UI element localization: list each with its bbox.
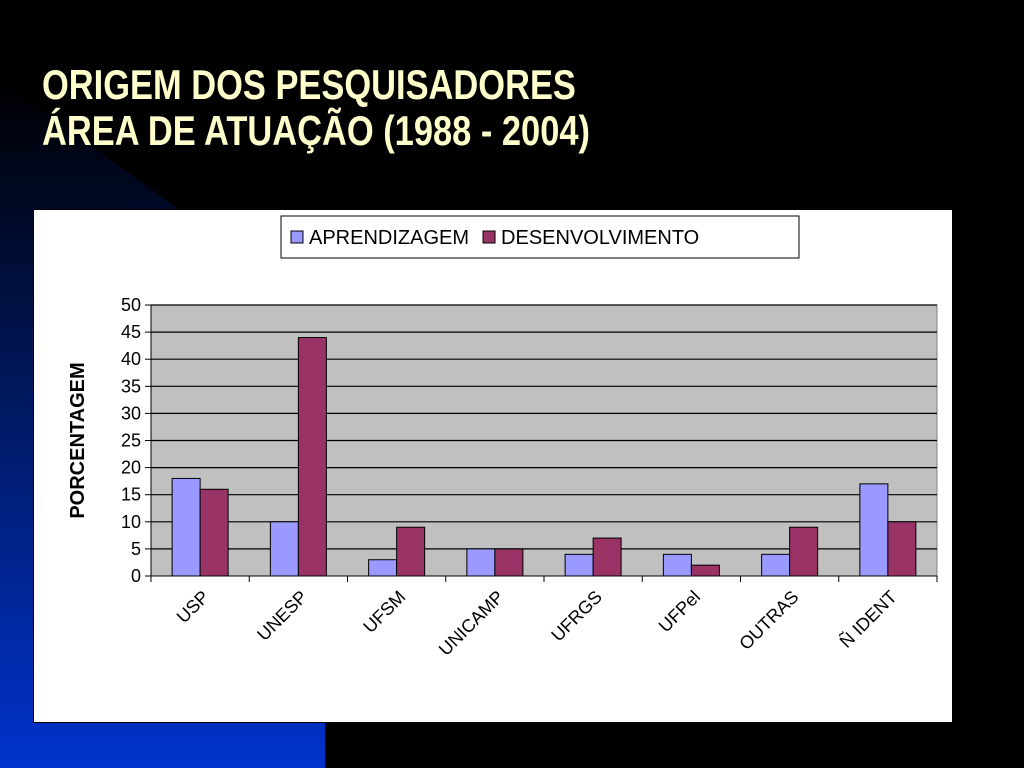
- y-tick-label: 25: [121, 431, 141, 451]
- bar-aprendizagem-4: [564, 553, 594, 577]
- y-tick-label: 5: [131, 539, 141, 559]
- x-tick-label: UFPel: [655, 587, 705, 637]
- legend-swatch-0: [290, 230, 304, 244]
- bar-chart: 0 5 10 15 20 25 30 35 40 45 50 USP UNESP UFSM UNICAMP…: [67, 215, 938, 660]
- bar-desenvolvimento-0: [199, 488, 229, 577]
- bar-desenvolvimento-7: [887, 521, 917, 577]
- grid-lines: [151, 304, 937, 550]
- legend: APRENDIZAGEM DESENVOLVIMENTO: [280, 215, 800, 259]
- y-axis-label: PORCENTAGEM: [67, 362, 89, 518]
- bar-desenvolvimento-2: [396, 526, 426, 577]
- x-tick-label: USP: [173, 587, 213, 627]
- bar-aprendizagem-1: [269, 521, 299, 577]
- y-tick-labels: 0 5 10 15 20 25 30 35 40 45 50: [121, 295, 141, 586]
- legend-entry-0: APRENDIZAGEM: [309, 227, 469, 249]
- bar-desenvolvimento-3: [494, 548, 524, 577]
- bar-aprendizagem-0: [171, 477, 201, 577]
- x-tick-labels: USP UNESP UFSM UNICAMP UFRGS UFPel OUTRAS Ñ IDE…: [173, 586, 901, 660]
- bar-aprendizagem-6: [761, 553, 791, 577]
- axes: [145, 304, 938, 582]
- legend-entry-1: DESENVOLVIMENTO: [501, 227, 699, 249]
- bars: [171, 337, 917, 577]
- y-tick-label: 15: [121, 485, 141, 505]
- bar-desenvolvimento-1: [297, 337, 327, 577]
- bar-desenvolvimento-5: [690, 564, 720, 577]
- y-tick-label: 10: [121, 512, 141, 532]
- bar-desenvolvimento-6: [789, 526, 819, 577]
- y-tick-label: 45: [121, 322, 141, 342]
- chart-panel: 0 5 10 15 20 25 30 35 40 45 50 USP UNESP UFSM UNICAMP…: [33, 209, 953, 723]
- y-tick-label: 0: [131, 566, 141, 586]
- x-tick-label: OUTRAS: [735, 587, 802, 654]
- x-tick-label: UFRGS: [547, 587, 606, 646]
- bar-aprendizagem-3: [466, 548, 496, 577]
- y-tick-label: 50: [121, 295, 141, 315]
- bar-desenvolvimento-4: [592, 537, 622, 577]
- legend-box: [280, 215, 800, 259]
- y-tick-label: 35: [121, 376, 141, 396]
- x-tick-label: UNICAMP: [435, 587, 508, 660]
- x-tick-label: UNESP: [253, 587, 311, 645]
- title-line-1: ORIGEM DOS PESQUISADORES: [42, 61, 576, 108]
- bar-aprendizagem-7: [859, 483, 889, 577]
- legend-swatch-1: [482, 230, 496, 244]
- title-line-2: ÁREA DE ATUAÇÃO (1988 - 2004): [42, 107, 590, 154]
- y-tick-label: 40: [121, 349, 141, 369]
- bar-aprendizagem-5: [662, 553, 692, 577]
- slide-title: ORIGEM DOS PESQUISADORES ÁREA DE ATUAÇÃO…: [42, 62, 590, 154]
- x-tick-label: UFSM: [359, 587, 409, 637]
- bar-aprendizagem-2: [368, 559, 398, 577]
- y-tick-label: 20: [121, 458, 141, 478]
- y-tick-label: 30: [121, 403, 141, 423]
- x-tick-label: Ñ IDENT: [835, 586, 901, 652]
